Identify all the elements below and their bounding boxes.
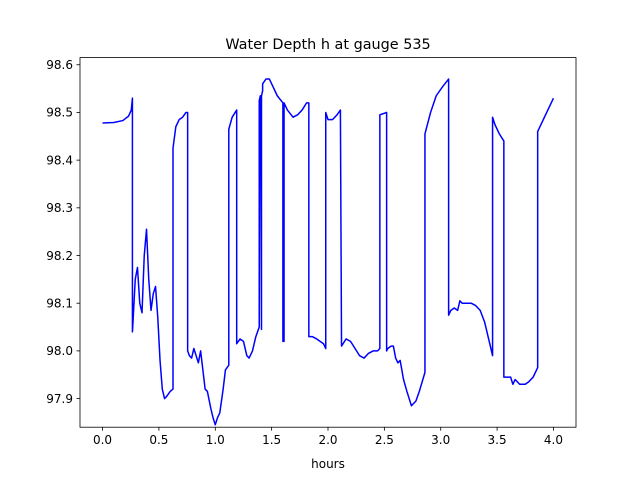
plot-frame <box>79 57 577 428</box>
y-tick-label: 98.3 <box>46 201 73 215</box>
x-tick-label: 2.0 <box>318 433 337 447</box>
x-axis-label: hours <box>311 457 345 471</box>
x-tick-label: 0.0 <box>93 433 112 447</box>
y-axis: 97.9 98.0 98.1 98.2 98.3 98.4 98.5 98.6 <box>46 58 80 406</box>
y-tick-label: 98.1 <box>46 297 73 311</box>
y-tick-label: 98.4 <box>46 153 73 167</box>
x-tick-label: 3.0 <box>431 433 450 447</box>
chart-title: Water Depth h at gauge 535 <box>225 37 430 53</box>
y-tick-label: 98.5 <box>46 106 73 120</box>
y-tick-label: 97.9 <box>46 392 73 406</box>
x-tick-label: 2.5 <box>375 433 394 447</box>
x-tick-label: 4.0 <box>544 433 563 447</box>
x-tick-label: 3.5 <box>488 433 507 447</box>
y-tick-label: 98.2 <box>46 249 73 263</box>
x-tick-label: 1.0 <box>206 433 225 447</box>
x-axis: 0.0 0.5 1.0 1.5 2.0 2.5 3.0 3.5 4.0 <box>93 427 563 447</box>
x-tick-label: 1.5 <box>262 433 281 447</box>
plot-area <box>79 57 577 428</box>
y-tick-label: 98.0 <box>46 344 73 358</box>
series-line-1 <box>102 78 555 426</box>
y-tick-label: 98.6 <box>46 58 73 72</box>
x-tick-label: 0.5 <box>149 433 168 447</box>
